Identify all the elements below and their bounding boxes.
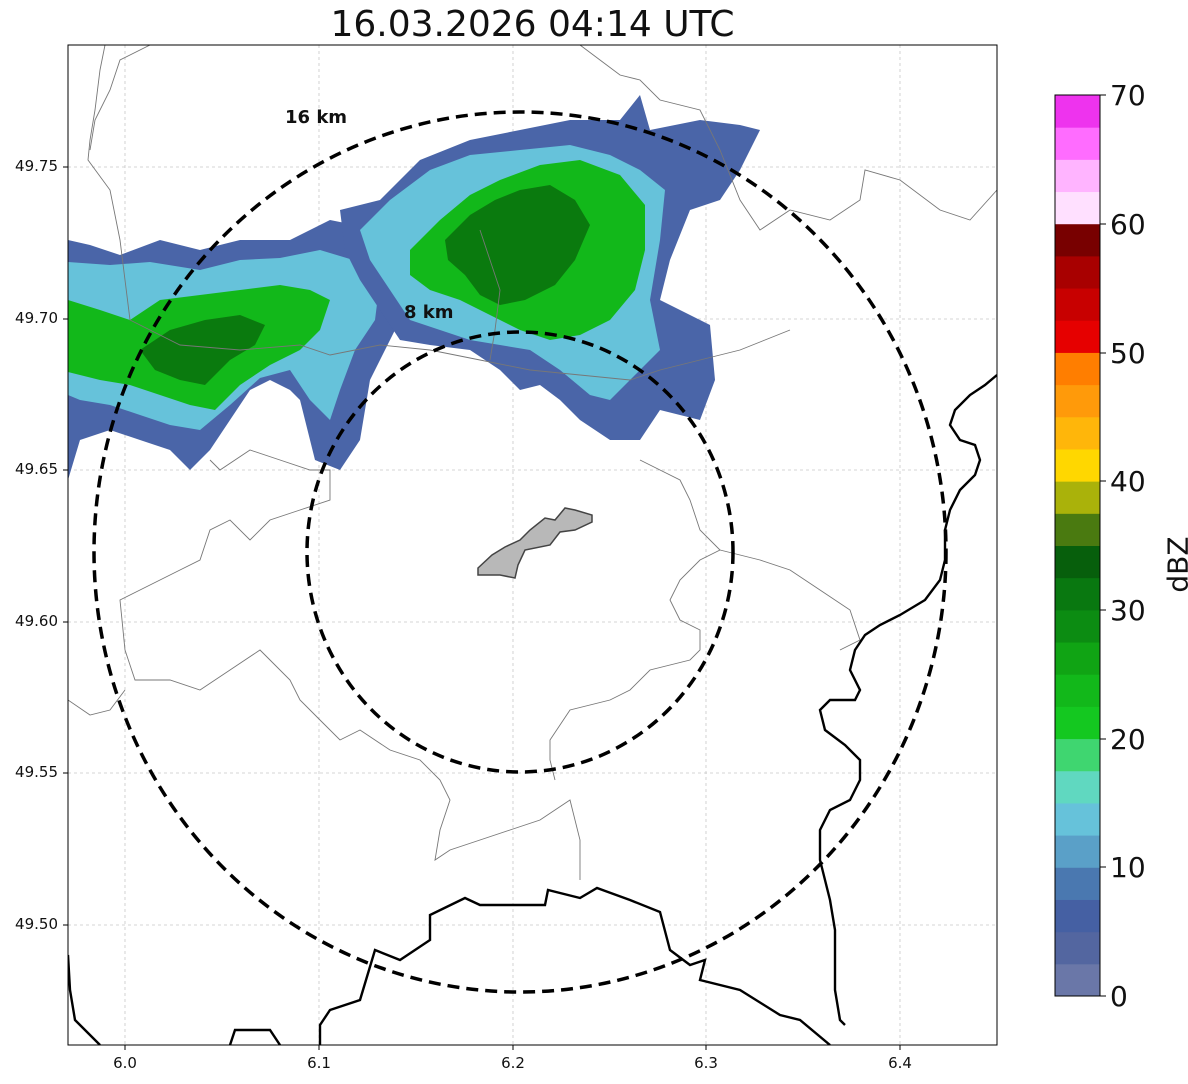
colorbar-segment — [1055, 448, 1100, 482]
colorbar-segment — [1055, 931, 1100, 965]
colorbar-segment — [1055, 416, 1100, 450]
y-tick-label: 49.55 — [15, 763, 58, 781]
colorbar-label: dBZ — [1161, 536, 1188, 593]
range-ring-8km — [305, 330, 735, 774]
colorbar-tick-label: 0 — [1110, 980, 1128, 1013]
colorbar-segment — [1055, 706, 1100, 740]
colorbar-segment — [1055, 802, 1100, 836]
map-title: 16.03.2026 04:14 UTC — [330, 4, 735, 45]
colorbar-segment — [1055, 255, 1100, 289]
y-tick-label: 49.70 — [15, 309, 58, 327]
colorbar-tick-label: 10 — [1110, 851, 1146, 884]
city-area — [477, 507, 593, 579]
y-tick-label: 49.60 — [15, 612, 58, 630]
colorbar-tick-label: 20 — [1110, 723, 1146, 756]
colorbar-segment — [1055, 867, 1100, 900]
colorbar-segment — [1055, 835, 1100, 868]
ring-label-16km: 16 km — [285, 107, 347, 128]
colorbar-segment — [1055, 770, 1100, 804]
colorbar-tick-label: 30 — [1110, 594, 1146, 627]
colorbar-segment — [1055, 899, 1100, 933]
colorbar-segment — [1055, 642, 1100, 675]
colorbar-segment — [1055, 384, 1100, 418]
x-tick-label: 6.0 — [113, 1054, 137, 1072]
tick-marks — [63, 166, 901, 1050]
y-tick-label: 49.65 — [15, 460, 58, 478]
colorbar-segment — [1055, 738, 1100, 772]
colorbar-segment — [1055, 95, 1100, 128]
colorbar-tick-label: 50 — [1110, 337, 1146, 370]
colorbar — [1055, 95, 1100, 997]
colorbar-frame — [1054, 94, 1101, 997]
colorbar-segment — [1055, 223, 1100, 257]
colorbar-segment — [1055, 609, 1100, 643]
colorbar-segment — [1055, 320, 1100, 353]
y-tick-label: 49.75 — [15, 157, 58, 175]
colorbar-ticks — [1100, 94, 1106, 997]
ring-label-8km: 8 km — [404, 302, 454, 323]
colorbar-segment — [1055, 577, 1100, 611]
colorbar-segment — [1055, 674, 1100, 707]
x-tick-label: 6.1 — [307, 1054, 331, 1072]
x-tick-label: 6.4 — [888, 1054, 912, 1072]
colorbar-segment — [1055, 191, 1100, 225]
colorbar-segment — [1055, 545, 1100, 579]
colorbar-segment — [1055, 288, 1100, 321]
colorbar-segment — [1055, 481, 1100, 514]
colorbar-segment — [1055, 127, 1100, 160]
colorbar-tick-label: 60 — [1110, 208, 1146, 241]
colorbar-segment — [1055, 513, 1100, 546]
colorbar-segment — [1055, 159, 1100, 193]
colorbar-segment — [1055, 963, 1100, 997]
plot-frame — [67, 44, 998, 1046]
colorbar-segment — [1055, 352, 1100, 386]
range-ring-16km — [92, 110, 948, 994]
radar-echo-east — [340, 95, 760, 440]
national-border — [68, 374, 997, 1045]
colorbar-tick-label: 70 — [1110, 79, 1146, 112]
x-tick-label: 6.2 — [501, 1054, 525, 1072]
x-tick-label: 6.3 — [694, 1054, 718, 1072]
y-tick-label: 49.50 — [15, 915, 58, 933]
colorbar-tick-label: 40 — [1110, 465, 1146, 498]
